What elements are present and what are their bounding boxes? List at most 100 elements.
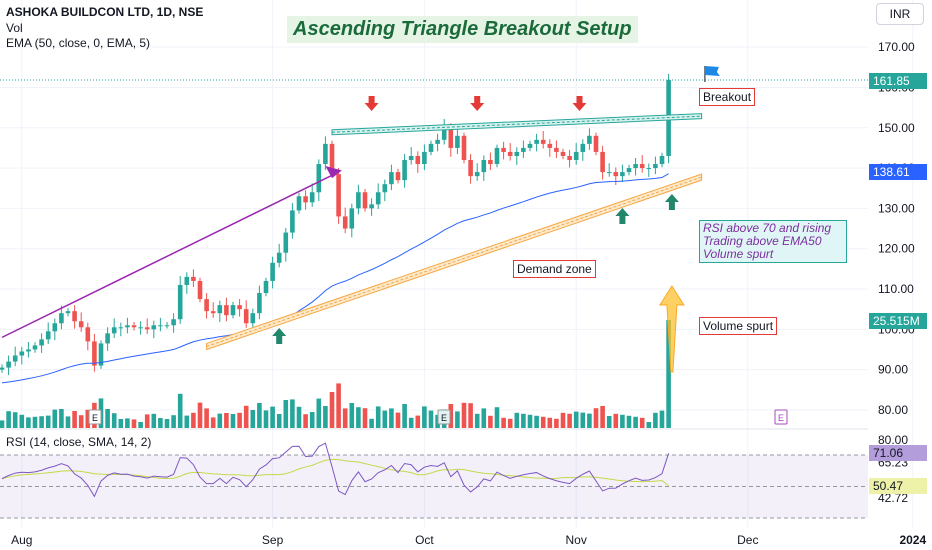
candle-body <box>105 333 110 344</box>
volume-bar <box>455 411 460 428</box>
candle-body <box>356 192 361 209</box>
volume-bar <box>600 406 605 428</box>
candle-body <box>257 293 262 314</box>
candle-body <box>375 192 381 205</box>
candle-body <box>342 216 348 229</box>
volume-bar <box>653 412 658 428</box>
volume-bar <box>32 416 38 428</box>
resistance-test-arrow <box>576 96 583 103</box>
candle-body <box>12 355 18 362</box>
candle-body <box>52 323 58 332</box>
candle-body <box>606 172 612 174</box>
candle-body <box>184 276 190 285</box>
volume-bar <box>131 419 137 428</box>
candle-body <box>626 168 632 173</box>
candle-body <box>527 143 533 148</box>
volume-bar <box>494 407 500 428</box>
candle-body <box>567 155 572 160</box>
volume-bar <box>197 402 203 428</box>
candle-body <box>217 305 223 314</box>
price-axis[interactable]: 170.00160.00150.00140.00130.00120.00110.… <box>878 40 915 505</box>
price-tick-label: 90.00 <box>878 363 908 377</box>
candle-body <box>362 192 368 209</box>
candle-body <box>580 143 586 152</box>
volume-bar <box>587 413 592 428</box>
candle-body <box>646 168 652 170</box>
candle-body <box>290 210 295 233</box>
resistance-test-arrow-head <box>470 103 485 111</box>
candle-body <box>98 343 104 366</box>
ema-legend[interactable]: EMA (50, close, 0, EMA, 5) <box>6 36 151 50</box>
volume-bar <box>12 412 18 428</box>
candle-body <box>494 147 500 165</box>
ema-line <box>1 173 669 384</box>
price-tick-label: 150.00 <box>878 121 915 135</box>
volume-bar <box>534 415 539 428</box>
rsi-ma-tag: 50.47 <box>869 478 927 494</box>
rsi-line <box>1 442 670 498</box>
candle-body <box>369 204 374 209</box>
candle-body <box>593 135 599 152</box>
resistance-test-arrow <box>368 96 375 103</box>
resistance-midline <box>331 115 702 133</box>
volume-bar <box>501 417 506 428</box>
symbol-legend[interactable]: ASHOKA BUILDCON LTD, 1D, NSE <box>6 5 204 19</box>
volume-bar <box>408 417 414 428</box>
candle-body <box>276 252 282 263</box>
volume-bar <box>527 414 533 428</box>
volume-bar <box>613 413 619 428</box>
candle-body <box>45 331 51 340</box>
candle-body <box>158 325 163 327</box>
candle-body <box>6 361 11 368</box>
volume-bar <box>395 412 401 428</box>
volume-bar <box>59 409 64 428</box>
volume-legend[interactable]: Vol <box>6 21 23 35</box>
volume-bar <box>422 406 427 428</box>
time-tick-label: Nov <box>566 533 587 547</box>
volume-bar <box>428 410 434 428</box>
candle-body <box>620 172 625 177</box>
rsi-band <box>0 454 868 519</box>
volume-bar <box>554 418 559 428</box>
volume-up-arrow <box>658 285 685 373</box>
time-tick-label: Aug <box>11 533 32 547</box>
volume-bar <box>144 414 150 428</box>
candle-body <box>144 327 150 330</box>
time-axis[interactable]: AugSepOctNovDec2024Feb <box>11 533 932 547</box>
candle-body <box>481 160 487 173</box>
earnings-marker <box>774 409 788 425</box>
volume-bar <box>177 393 183 428</box>
price-candles[interactable] <box>0 73 671 376</box>
earnings-marker-label: E <box>92 413 98 423</box>
volume-bar <box>639 417 645 428</box>
volume-bar <box>151 413 157 428</box>
volume-bar <box>349 403 355 428</box>
candle-body <box>653 164 658 169</box>
volume-bar <box>620 414 625 428</box>
candle-body <box>573 151 579 160</box>
volume-bar <box>474 413 480 428</box>
volume-bar <box>316 398 322 428</box>
volume-bar <box>342 408 348 428</box>
volume-bar <box>138 422 143 428</box>
volume-bar <box>481 408 487 428</box>
candle-body <box>560 151 566 156</box>
volume-bar <box>567 413 572 428</box>
ema50-line <box>1 173 669 384</box>
volume-bar <box>191 412 196 428</box>
volume-bar <box>633 416 638 428</box>
resistance-test-arrow-head <box>572 103 587 111</box>
candle-body <box>415 155 421 165</box>
breakout-label: Breakout <box>699 88 756 106</box>
support-test-arrow-head <box>615 208 630 216</box>
volume-bar <box>224 413 229 428</box>
volume-bar <box>309 412 315 428</box>
volume-bar <box>402 404 407 428</box>
time-tick-label: Sep <box>262 533 284 547</box>
volume-bar <box>415 415 421 428</box>
currency-button[interactable]: INR <box>876 3 924 25</box>
volume-bar <box>210 417 216 428</box>
time-tick-label: 2024 <box>899 533 926 547</box>
rsi-legend[interactable]: RSI (14, close, SMA, 14, 2) <box>6 435 152 449</box>
